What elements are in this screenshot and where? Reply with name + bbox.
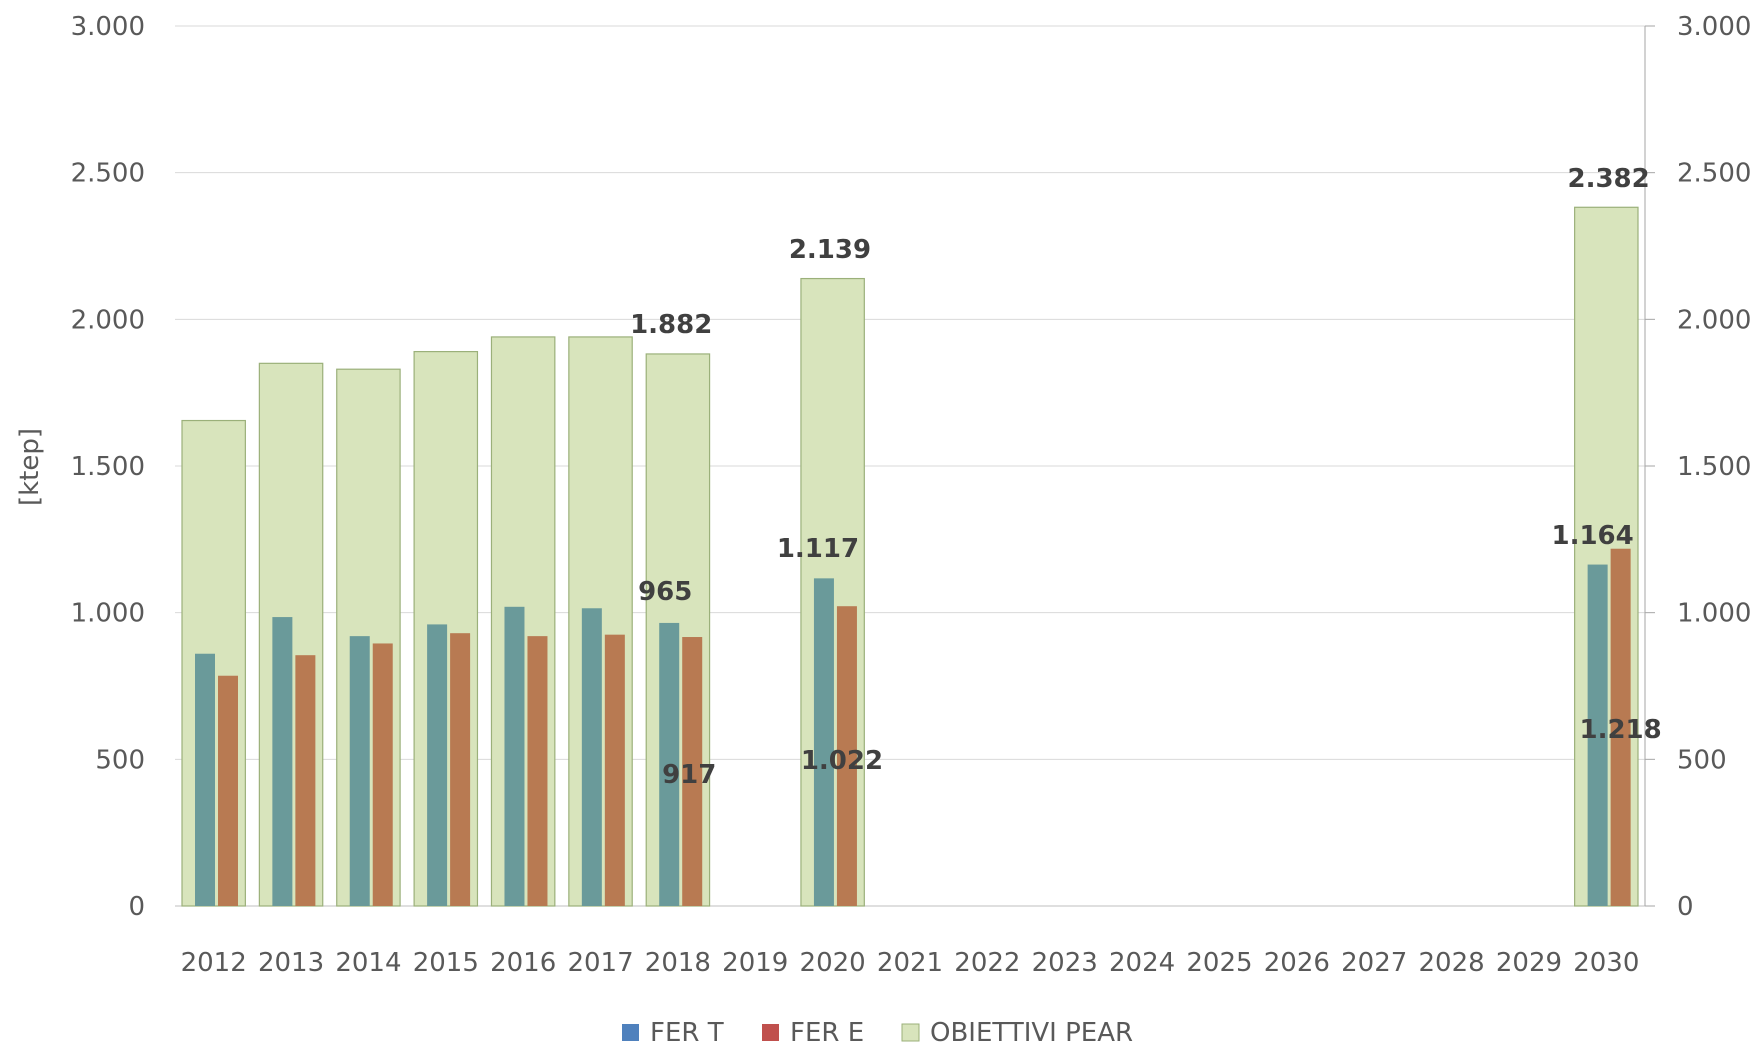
y-tick-label-left: 500 [95,745,145,775]
y-tick-label-left: 2.500 [71,159,145,189]
y-tick-label-right: 1.000 [1677,599,1751,629]
x-tick-label: 2014 [335,948,401,978]
bar-fer-t [349,636,370,906]
x-tick-label: 2027 [1341,948,1407,978]
data-label: 1.882 [630,310,712,340]
bar-fer-e [1610,548,1631,906]
bar-fer-e [295,655,316,906]
bar-fer-e [527,636,548,906]
bar-fer-t [659,622,680,906]
y-axis-label: [ktep] [15,428,45,506]
bar-fer-t [195,653,215,906]
data-labels: 1.882 2.139 2.382 965 1.117 1.164 917 1.022 1.21… [630,164,1662,790]
x-tick-label: 2029 [1496,948,1562,978]
data-label: 917 [662,760,716,790]
x-tick-label: 2021 [877,948,943,978]
x-tick-label: 2023 [1032,948,1098,978]
x-tick-label: 2022 [954,948,1020,978]
bar-fer-e [218,675,238,906]
data-label: 2.382 [1568,164,1650,194]
x-tick-label: 2016 [490,948,556,978]
x-tick-label: 2030 [1573,948,1639,978]
x-tick-label: 2018 [645,948,711,978]
legend-label: FER T [650,1018,724,1048]
x-tick-label: 2013 [258,948,324,978]
legend: FER T FER E OBIETTIVI PEAR [622,1018,1133,1048]
bar-fer-t [1587,564,1608,906]
x-tick-label: 2025 [1186,948,1252,978]
bars [181,206,1639,907]
bar-fer-t [813,578,834,906]
bar-fer-e [604,634,625,906]
bar-fer-e [372,643,393,906]
x-tick-label: 2028 [1418,948,1484,978]
y-tick-label-left: 1.500 [71,452,145,482]
bar-fer-t [581,608,602,906]
y-tick-label-left: 1.000 [71,599,145,629]
y-tick-label-left: 0 [128,892,145,922]
x-tick-label: 2019 [722,948,788,978]
bar-fer-e [450,633,471,906]
y-tick-label-right: 1.500 [1677,452,1751,482]
x-tick-label: 2026 [1264,948,1330,978]
y-tick-label-right: 0 [1677,892,1694,922]
legend-swatch [901,1023,920,1042]
y-tick-label-left: 2.000 [71,305,145,335]
data-label: 1.164 [1552,521,1634,551]
bar-fer-t [427,624,448,906]
x-tick-label: 2017 [567,948,633,978]
x-tick-label: 2015 [413,948,479,978]
data-label: 965 [638,577,692,607]
bar-fer-t [272,617,293,906]
y-tick-label-left: 3.000 [71,12,145,42]
y-tick-label-right: 3.000 [1677,12,1751,42]
bar-fer-e [682,637,703,906]
legend-swatch [762,1024,779,1041]
data-label: 1.218 [1580,715,1662,745]
data-label: 1.117 [777,534,859,564]
bar-fer-e [836,606,857,906]
data-label: 2.139 [789,235,871,265]
legend-label: FER E [790,1018,864,1048]
y-tick-label-right: 2.500 [1677,159,1751,189]
axes: 0 0 500 500 1.000 1.000 1.500 1.500 2.000 2.000 2.… [71,12,1752,978]
x-tick-label: 2020 [800,948,866,978]
y-tick-label-right: 500 [1677,745,1727,775]
bar-fer-t [504,606,525,906]
x-tick-label: 2024 [1109,948,1175,978]
legend-label: OBIETTIVI PEAR [930,1018,1133,1048]
y-tick-label-right: 2.000 [1677,305,1751,335]
x-tick-label: 2012 [181,948,247,978]
legend-swatch [622,1024,639,1041]
data-label: 1.022 [801,746,883,776]
